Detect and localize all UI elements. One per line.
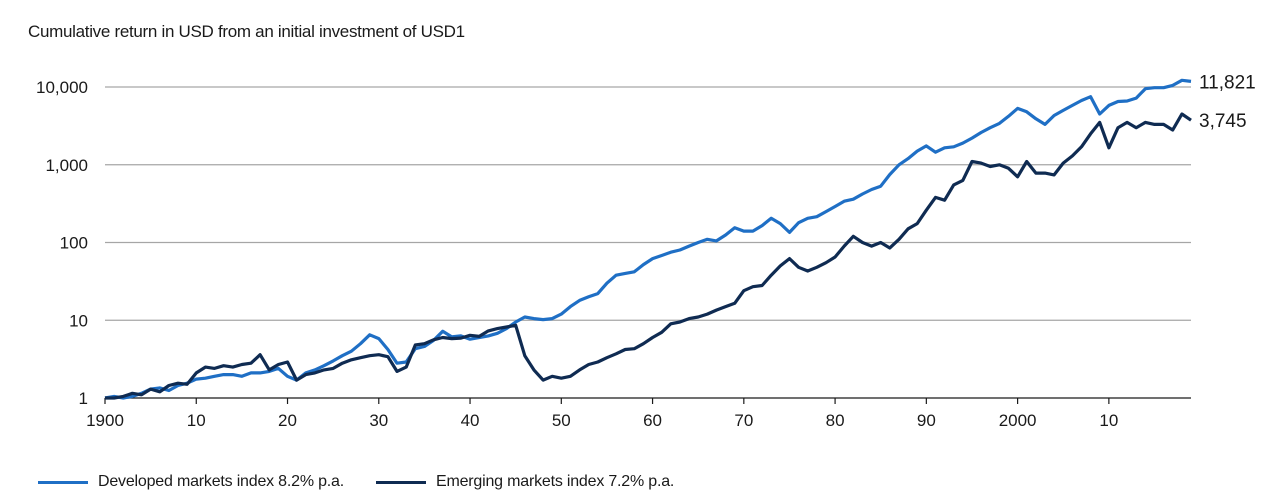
x-tick-label-1900: 1900 xyxy=(86,411,124,430)
x-tick-label-50: 50 xyxy=(552,411,571,430)
x-tick-label-90: 90 xyxy=(917,411,936,430)
end-label-developed: 11,821 xyxy=(1199,72,1256,93)
end-value-labels: 11,821 3,745 xyxy=(1199,72,1256,132)
series-line-developed xyxy=(104,78,1192,400)
x-tick-label-10: 10 xyxy=(1099,411,1118,430)
x-tick-label-80: 80 xyxy=(826,411,845,430)
y-tick-label-10,000: 10,000 xyxy=(36,78,88,97)
series-line-emerging xyxy=(105,112,1192,400)
legend-label-developed: Developed markets index 8.2% p.a. xyxy=(98,473,344,490)
x-tick-label-10: 10 xyxy=(187,411,206,430)
legend: Developed markets index 8.2% p.a. Emergi… xyxy=(38,471,706,493)
y-tick-label-100: 100 xyxy=(60,234,88,253)
legend-item-developed: Developed markets index 8.2% p.a. xyxy=(38,473,344,491)
x-tick-label-2000: 2000 xyxy=(999,411,1037,430)
series-lines xyxy=(104,78,1192,400)
x-tick-label-30: 30 xyxy=(369,411,388,430)
gridlines xyxy=(105,86,1191,321)
x-tick-label-20: 20 xyxy=(278,411,297,430)
y-tick-label-1,000: 1,000 xyxy=(45,156,88,175)
x-tick-label-60: 60 xyxy=(643,411,662,430)
legend-swatch-emerging xyxy=(376,480,426,484)
x-tick-label-70: 70 xyxy=(734,411,753,430)
end-label-emerging: 3,745 xyxy=(1199,111,1247,132)
legend-item-emerging: Emerging markets index 7.2% p.a. xyxy=(376,473,674,491)
x-axis: 1900 10 20 30 40 50 60 70 80 90 2000 10 xyxy=(86,397,1191,430)
y-tick-label-1: 1 xyxy=(79,389,88,408)
legend-label-emerging: Emerging markets index 7.2% p.a. xyxy=(436,473,675,490)
chart-title: Cumulative return in USD from an initial… xyxy=(28,22,465,41)
legend-swatch-developed xyxy=(38,480,88,484)
y-tick-label-10: 10 xyxy=(69,311,88,330)
y-axis-tick-labels: 1 10 100 1,000 10,000 xyxy=(36,78,88,408)
line-chart: 1 10 100 1,000 10,000 1900 10 20 30 40 50 60 70 80 90… xyxy=(36,72,1256,430)
x-tick-label-40: 40 xyxy=(461,411,480,430)
